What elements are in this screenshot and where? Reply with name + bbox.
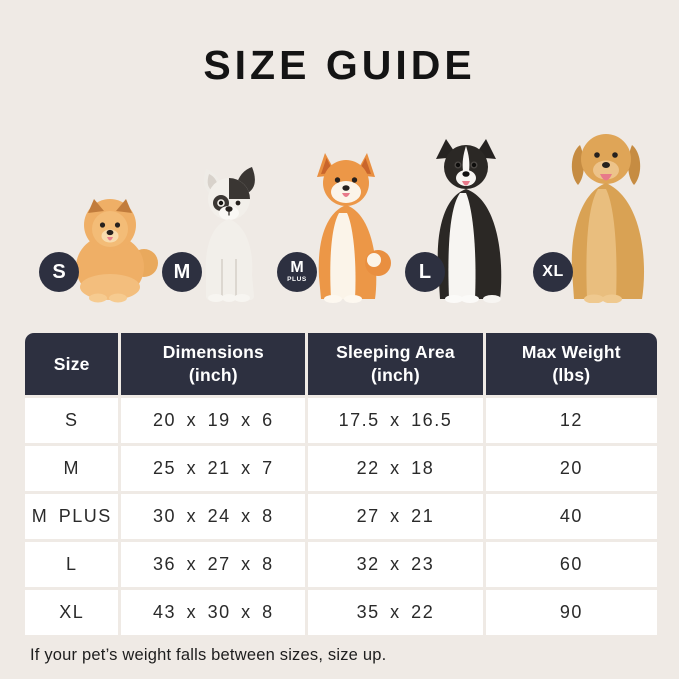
size-badge-m-plus: M PLUS — [277, 252, 317, 292]
size-badge-s: S — [39, 252, 79, 292]
cell-dimensions: 43 x 30 x 8 — [121, 590, 306, 635]
table-row-m-plus: M PLUS 30 x 24 x 8 27 x 21 40 — [25, 494, 657, 539]
cell-sleeping-area: 35 x 22 — [308, 590, 483, 635]
size-badge-xl-label: XL — [542, 263, 564, 280]
dog-french-bulldog — [192, 163, 266, 303]
dog-illustration-row: S M M PLUS L XL — [0, 0, 679, 312]
cell-sleeping-area: 27 x 21 — [308, 494, 483, 539]
sizing-footnote: If your pet’s weight falls between sizes… — [30, 646, 387, 664]
cell-dimensions: 30 x 24 x 8 — [121, 494, 306, 539]
size-badge-m-plus-sublabel: PLUS — [287, 276, 307, 284]
table-row-s: S 20 x 19 x 6 17.5 x 16.5 12 — [25, 398, 657, 443]
column-header-sleeping-area: Sleeping Area (inch) — [308, 333, 483, 395]
dog-french-bulldog-illustration — [204, 167, 255, 302]
dog-golden-retriever-illustration — [571, 134, 645, 303]
dog-golden-retriever — [552, 125, 660, 303]
dog-border-collie — [416, 135, 516, 303]
table-row-xl: XL 43 x 30 x 8 35 x 22 90 — [25, 590, 657, 635]
column-header-size-line1: Size — [53, 353, 90, 374]
cell-size: L — [25, 542, 119, 587]
dog-border-collie-illustration — [436, 139, 502, 303]
column-header-dimensions-line2: (inch) — [188, 365, 238, 385]
column-header-size: Size — [25, 333, 119, 395]
column-header-max-weight-line1: Max Weight — [521, 342, 621, 363]
size-badge-xl: XL — [533, 252, 573, 292]
dog-pomeranian-illustration — [76, 199, 158, 303]
size-badge-m-label: M — [173, 261, 191, 283]
size-badge-m: M — [162, 252, 202, 292]
cell-max-weight: 40 — [485, 494, 657, 539]
column-header-dimensions: Dimensions (inch) — [121, 333, 306, 395]
column-header-dimensions-line1: Dimensions — [162, 342, 264, 363]
size-badge-s-label: S — [52, 261, 66, 283]
size-table-container: Size Dimensions (inch) Sleeping Area (in… — [22, 330, 660, 638]
page-title: SIZE GUIDE — [203, 42, 476, 88]
dog-shiba-inu-illustration — [317, 153, 391, 303]
cell-size: M PLUS — [25, 494, 119, 539]
table-row-l: L 36 x 27 x 8 32 x 23 60 — [25, 542, 657, 587]
cell-size: XL — [25, 590, 119, 635]
cell-max-weight: 20 — [485, 446, 657, 491]
dog-pomeranian — [66, 191, 158, 303]
column-header-sleeping-area-line1: Sleeping Area — [336, 342, 455, 363]
cell-sleeping-area: 22 x 18 — [308, 446, 483, 491]
cell-max-weight: 90 — [485, 590, 657, 635]
dog-shiba-inu — [299, 151, 393, 303]
cell-sleeping-area: 17.5 x 16.5 — [308, 398, 483, 443]
cell-dimensions: 36 x 27 x 8 — [121, 542, 306, 587]
cell-max-weight: 12 — [485, 398, 657, 443]
cell-dimensions: 20 x 19 x 6 — [121, 398, 306, 443]
cell-size: M — [25, 446, 119, 491]
column-header-sleeping-area-line2: (inch) — [371, 365, 420, 385]
cell-max-weight: 60 — [485, 542, 657, 587]
cell-dimensions: 25 x 21 x 7 — [121, 446, 306, 491]
column-header-max-weight-line2: (lbs) — [552, 365, 591, 385]
size-table: Size Dimensions (inch) Sleeping Area (in… — [22, 330, 660, 638]
cell-size: S — [25, 398, 119, 443]
size-badge-l: L — [405, 252, 445, 292]
column-header-max-weight: Max Weight (lbs) — [485, 333, 657, 395]
table-header-row: Size Dimensions (inch) Sleeping Area (in… — [25, 333, 657, 395]
table-row-m: M 25 x 21 x 7 22 x 18 20 — [25, 446, 657, 491]
size-badge-m-plus-label: M — [290, 259, 304, 277]
cell-sleeping-area: 32 x 23 — [308, 542, 483, 587]
size-badge-l-label: L — [418, 261, 432, 283]
